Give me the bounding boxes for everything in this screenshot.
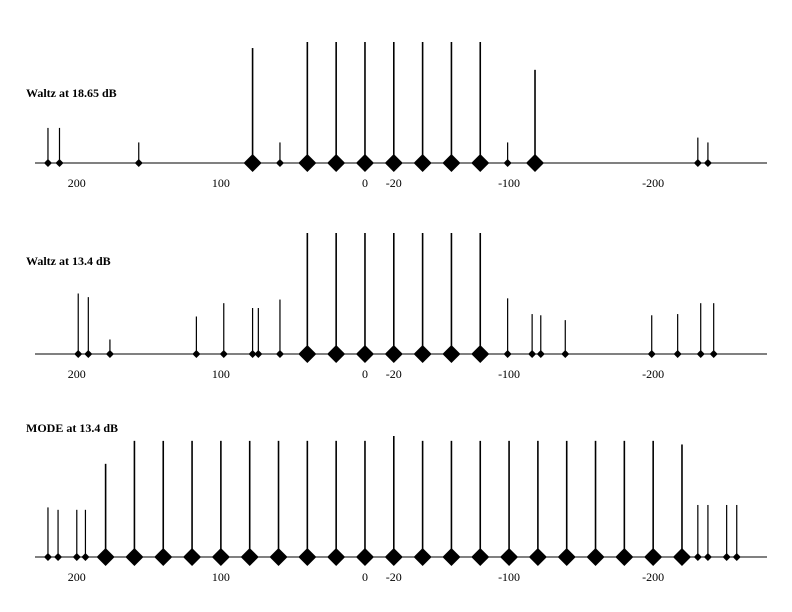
x-tick-label: -20 bbox=[386, 176, 402, 190]
panel-title: MODE at 13.4 dB bbox=[26, 421, 118, 435]
x-tick-label: 100 bbox=[212, 176, 230, 190]
x-tick-label: 100 bbox=[212, 367, 230, 381]
x-tick-label: -100 bbox=[498, 367, 520, 381]
x-tick-label: -20 bbox=[386, 367, 402, 381]
panel-title: Waltz at 18.65 dB bbox=[26, 86, 117, 100]
x-tick-label: 0 bbox=[362, 570, 368, 584]
x-tick-label: -100 bbox=[498, 570, 520, 584]
x-tick-label: -200 bbox=[642, 176, 664, 190]
x-tick-label: 0 bbox=[362, 367, 368, 381]
x-tick-label: 200 bbox=[68, 176, 86, 190]
x-tick-label: -200 bbox=[642, 367, 664, 381]
x-tick-label: -100 bbox=[498, 176, 520, 190]
x-tick-label: -200 bbox=[642, 570, 664, 584]
x-tick-label: -20 bbox=[386, 570, 402, 584]
x-tick-label: 100 bbox=[212, 570, 230, 584]
x-tick-label: 200 bbox=[68, 570, 86, 584]
panel-title: Waltz at 13.4 dB bbox=[26, 254, 111, 268]
x-tick-label: 200 bbox=[68, 367, 86, 381]
x-tick-label: 0 bbox=[362, 176, 368, 190]
